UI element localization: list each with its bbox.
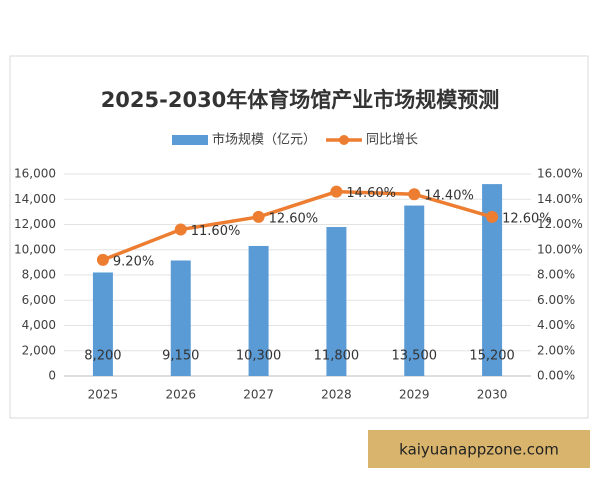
bar-value-label: 11,800 [314,349,360,364]
y-tick-label: 14,000 [14,192,56,206]
line [102,189,493,262]
y2-tick-label: 12.00% [537,217,583,231]
line-marker [174,223,187,236]
line-marker [252,210,265,223]
x-tick-label: 2027 [243,388,274,402]
bar [170,260,191,376]
bar-value-label: 15,200 [469,349,515,364]
y2-tick-label: 8.00% [537,268,575,282]
bar [92,272,113,376]
y2-tick-label: 6.00% [537,293,575,307]
y-tick-label: 2,000 [22,343,56,357]
legend-swatch [172,135,208,145]
y-tick-label: 12,000 [14,217,56,231]
legend-label: 市场规模（亿元） [212,132,316,148]
bar-value-label: 9,150 [162,349,199,364]
y-tick-label: 4,000 [22,318,56,332]
y-tick-label: 10,000 [14,242,56,256]
bar [248,245,269,376]
y2-tick-label: 0.00% [537,369,575,383]
y-tick-label: 16,000 [14,167,56,181]
y-tick-label: 0 [48,369,56,383]
y-tick-label: 8,000 [22,268,56,282]
y-tick-label: 6,000 [22,293,56,307]
y2-tick-label: 16.00% [537,167,583,181]
watermark: kaiyuanappzone.com [399,441,559,459]
bar [326,227,347,376]
line-marker [330,185,343,198]
line-value-label: 14.60% [346,186,396,201]
line-marker [486,210,499,223]
line-marker [96,253,109,266]
legend-swatch [339,135,349,145]
watermark-box [368,430,590,468]
line-value-label: 11.60% [191,224,241,239]
bar [482,184,503,376]
line-marker [408,188,421,201]
legend-label: 同比增长 [366,133,418,148]
line-value-label: 12.60% [502,211,552,226]
x-tick-label: 2029 [399,388,430,402]
bar-value-label: 8,200 [84,349,121,364]
x-tick-label: 2025 [88,388,119,402]
line-value-label: 14.40% [424,189,474,204]
y2-tick-label: 14.00% [537,192,583,206]
x-tick-label: 2026 [165,388,196,402]
line-value-label: 9.20% [113,254,154,269]
y2-tick-label: 10.00% [537,242,583,256]
y2-tick-label: 4.00% [537,318,575,332]
x-tick-label: 2028 [321,388,352,402]
chart-title: 2025-2030年体育场馆产业市场规模预测 [101,88,500,112]
y2-tick-label: 2.00% [537,343,575,357]
x-tick-label: 2030 [477,388,508,402]
bar-value-label: 10,300 [236,349,282,364]
line-value-label: 12.60% [269,211,319,226]
bar-value-label: 13,500 [392,349,438,364]
bar [404,205,425,376]
